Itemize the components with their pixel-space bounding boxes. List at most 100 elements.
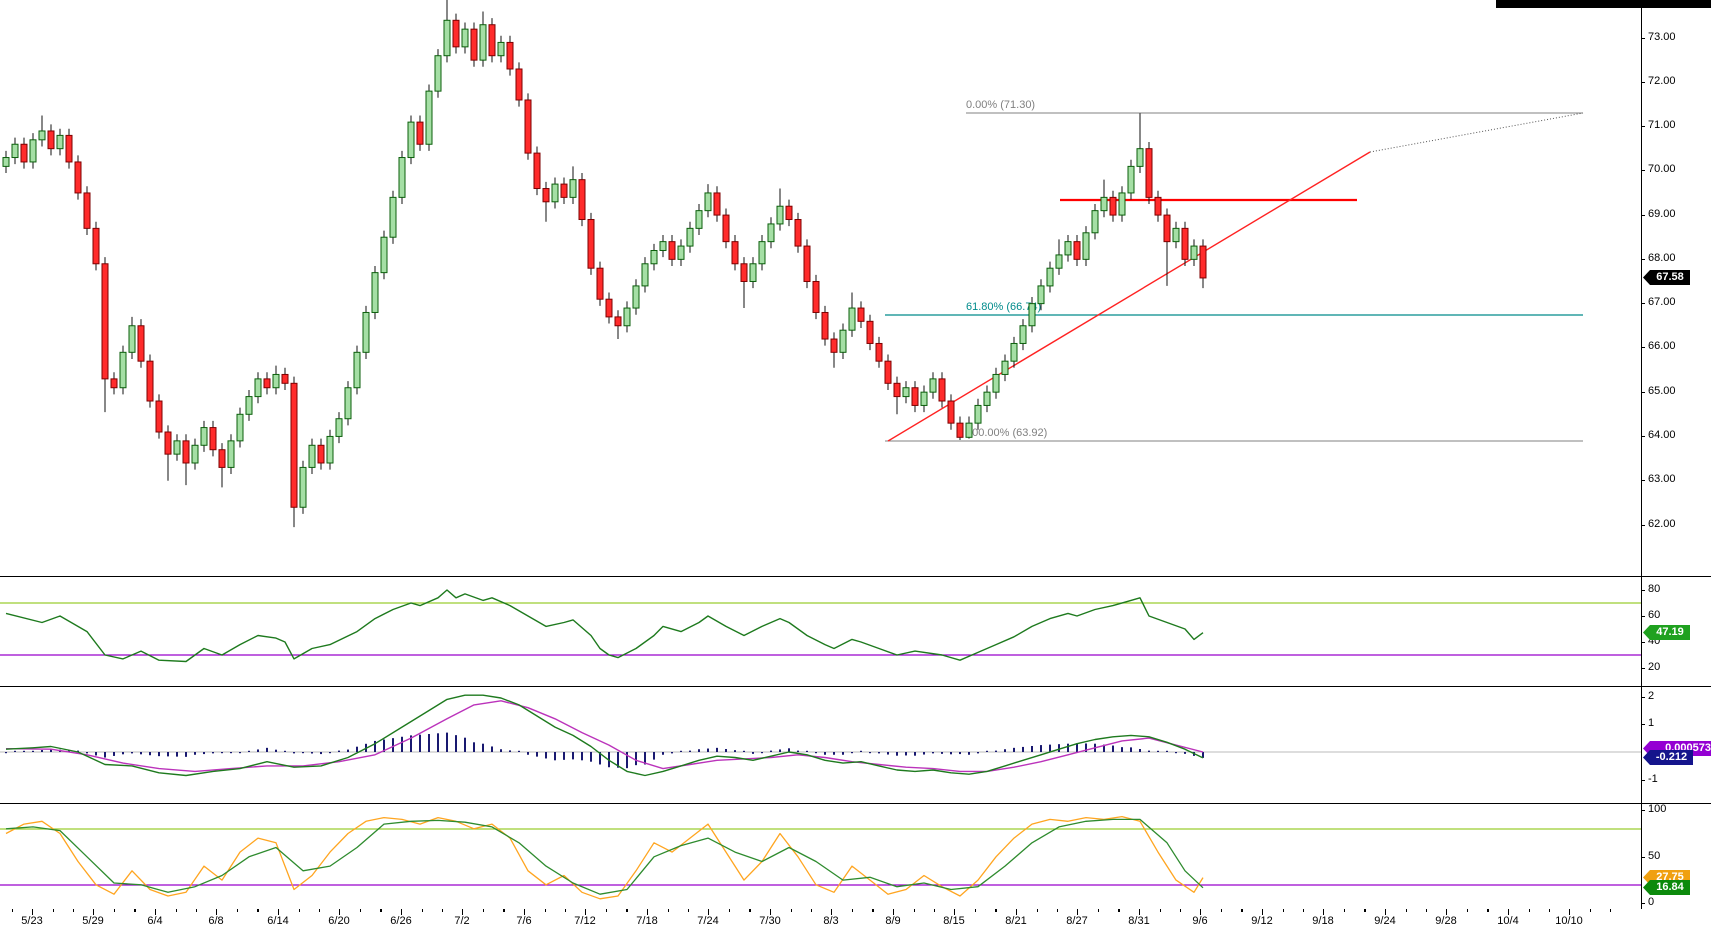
date-tick xyxy=(503,909,505,912)
date-label: 5/29 xyxy=(82,915,104,927)
panel-separator-1[interactable] xyxy=(0,576,1711,577)
axis-tick xyxy=(1641,525,1645,526)
date-tick xyxy=(1077,909,1078,915)
date-label: 8/9 xyxy=(885,915,901,927)
date-tick xyxy=(195,909,197,912)
axis-tick xyxy=(1641,347,1645,348)
axis-label: 66.00 xyxy=(1648,340,1676,352)
date-tick xyxy=(893,909,894,915)
axis-tick xyxy=(1641,303,1645,304)
date-tick xyxy=(1097,909,1099,912)
date-tick xyxy=(72,909,74,912)
date-tick xyxy=(359,909,361,912)
date-tick xyxy=(1405,909,1407,912)
date-tick xyxy=(1528,909,1530,912)
date-tick xyxy=(1303,909,1304,912)
date-tick xyxy=(1610,909,1611,912)
date-tick xyxy=(318,909,320,912)
axis-label: 72.00 xyxy=(1648,75,1676,87)
candles-layer[interactable] xyxy=(2,0,1207,528)
axis-tick xyxy=(1641,616,1645,617)
date-tick xyxy=(565,909,566,912)
axis-tick xyxy=(1641,259,1645,260)
date-label: 6/14 xyxy=(267,915,289,927)
date-tick xyxy=(585,909,586,915)
macd-value-badge: -0.212 xyxy=(1643,750,1693,765)
axis-tick xyxy=(1641,697,1645,698)
date-tick xyxy=(1262,909,1263,915)
date-tick xyxy=(1056,909,1058,912)
axis-tick xyxy=(1641,668,1645,669)
date-label: 6/4 xyxy=(147,915,163,927)
chart-canvas[interactable]: 0.00% (71.30) 61.80% (66.74) 100.00% (63… xyxy=(0,0,1641,909)
date-tick xyxy=(1466,909,1468,912)
date-tick xyxy=(934,909,935,912)
date-tick xyxy=(913,909,915,912)
date-tick xyxy=(113,909,115,912)
date-tick xyxy=(524,909,525,915)
date-tick xyxy=(811,909,812,912)
date-label: 9/24 xyxy=(1374,915,1396,927)
date-tick xyxy=(1548,909,1550,912)
date-tick xyxy=(1589,909,1591,912)
date-tick xyxy=(93,909,94,915)
rsi-value-badge: 47.19 xyxy=(1643,625,1690,640)
date-tick xyxy=(1200,909,1201,915)
date-label: 8/15 xyxy=(943,915,965,927)
date-label: 7/2 xyxy=(454,915,470,927)
date-tick xyxy=(257,909,259,912)
fib-0-label: 0.00% (71.30) xyxy=(966,99,1035,111)
date-tick xyxy=(1220,909,1222,912)
date-tick xyxy=(810,909,812,912)
date-label: 6/20 xyxy=(328,915,350,927)
trend-line-extension xyxy=(1369,112,1584,153)
trend-line[interactable] xyxy=(887,151,1371,442)
axis-tick xyxy=(1641,38,1645,39)
date-label: 7/30 xyxy=(759,915,781,927)
date-tick xyxy=(236,909,238,912)
date-label: 6/8 xyxy=(208,915,224,927)
axis-label: 73.00 xyxy=(1648,31,1676,43)
date-tick xyxy=(1343,909,1345,912)
date-tick xyxy=(933,909,935,912)
axis-tick xyxy=(1641,392,1645,393)
date-tick xyxy=(134,909,136,912)
date-tick xyxy=(1549,909,1550,912)
date-tick xyxy=(688,909,689,912)
axis-label: 62.00 xyxy=(1648,518,1676,530)
date-tick xyxy=(687,909,689,912)
macd-histogram xyxy=(5,732,1204,769)
date-tick xyxy=(851,909,853,912)
date-axis[interactable]: 5/23 5/29 6/4 6/8 6/14 6/20 6/26 7/2 7/6 7/12 7/18… xyxy=(0,909,1711,935)
panel-separator-2[interactable] xyxy=(0,686,1711,687)
date-tick xyxy=(421,909,423,912)
date-tick xyxy=(1180,909,1181,912)
date-tick xyxy=(995,909,997,912)
date-label: 8/27 xyxy=(1066,915,1088,927)
date-tick xyxy=(380,909,382,912)
date-tick xyxy=(482,909,484,912)
date-tick xyxy=(872,909,874,912)
date-tick xyxy=(155,909,156,915)
axis-tick xyxy=(1641,170,1645,171)
date-tick xyxy=(442,909,443,912)
axis-label: 50 xyxy=(1648,850,1661,862)
fib-100-label: 100.00% (63.92) xyxy=(966,427,1047,439)
date-tick xyxy=(216,909,217,915)
date-label: 9/18 xyxy=(1312,915,1334,927)
date-tick xyxy=(1364,909,1366,912)
date-tick xyxy=(52,909,54,912)
axis-label: 63.00 xyxy=(1648,473,1676,485)
panel-separator-3[interactable] xyxy=(0,803,1711,804)
date-tick xyxy=(831,909,832,915)
date-tick xyxy=(1016,909,1017,915)
date-tick xyxy=(1139,909,1140,915)
axis-label: 100 xyxy=(1648,803,1667,815)
date-label: 9/6 xyxy=(1192,915,1208,927)
axis-tick xyxy=(1641,126,1645,127)
date-tick xyxy=(1118,909,1120,912)
stoch-d-badge: 16.84 xyxy=(1643,880,1690,895)
last-price-badge: 67.58 xyxy=(1643,270,1690,285)
axis-tick xyxy=(1641,480,1645,481)
date-tick xyxy=(175,909,177,912)
